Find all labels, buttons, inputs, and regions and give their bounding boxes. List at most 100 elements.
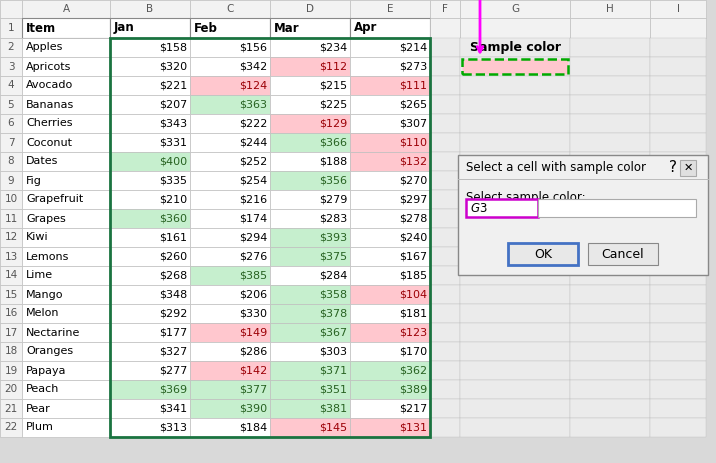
Bar bbox=[190, 76, 270, 95]
Bar bbox=[190, 0, 270, 18]
Text: Apricots: Apricots bbox=[26, 62, 72, 71]
Bar bbox=[22, 57, 110, 76]
Bar bbox=[350, 76, 430, 95]
Bar bbox=[0, 76, 22, 95]
Text: Select a cell with sample color: Select a cell with sample color bbox=[466, 161, 646, 174]
Text: $252: $252 bbox=[238, 156, 267, 167]
Text: $184: $184 bbox=[238, 423, 267, 432]
Text: $149: $149 bbox=[238, 327, 267, 338]
Text: $303: $303 bbox=[319, 346, 347, 357]
Bar bbox=[462, 59, 568, 74]
Text: OK: OK bbox=[534, 248, 552, 261]
Bar bbox=[430, 285, 460, 304]
Bar bbox=[22, 18, 110, 38]
Bar bbox=[350, 152, 430, 171]
Text: Pear: Pear bbox=[26, 403, 51, 413]
Bar bbox=[22, 190, 110, 209]
Text: Feb: Feb bbox=[194, 21, 218, 35]
Bar bbox=[650, 133, 706, 152]
Text: $393: $393 bbox=[319, 232, 347, 243]
Text: $381: $381 bbox=[319, 403, 347, 413]
Bar bbox=[110, 285, 190, 304]
Text: 18: 18 bbox=[4, 346, 18, 357]
Bar bbox=[270, 76, 350, 95]
Bar bbox=[430, 323, 460, 342]
Text: $360: $360 bbox=[159, 213, 187, 224]
Text: Oranges: Oranges bbox=[26, 346, 73, 357]
Text: E: E bbox=[387, 4, 393, 14]
Text: $389: $389 bbox=[399, 384, 427, 394]
Bar bbox=[650, 171, 706, 190]
Text: $342: $342 bbox=[238, 62, 267, 71]
Bar bbox=[350, 114, 430, 133]
Bar bbox=[460, 95, 570, 114]
Text: $362: $362 bbox=[399, 365, 427, 375]
Text: $214: $214 bbox=[399, 43, 427, 52]
Bar bbox=[190, 304, 270, 323]
Bar bbox=[570, 57, 650, 76]
Bar bbox=[110, 418, 190, 437]
Bar bbox=[350, 361, 430, 380]
Text: $276: $276 bbox=[238, 251, 267, 262]
Bar bbox=[570, 304, 650, 323]
Text: $244: $244 bbox=[238, 138, 267, 148]
Bar bbox=[460, 380, 570, 399]
Bar bbox=[270, 266, 350, 285]
Bar bbox=[650, 323, 706, 342]
Bar bbox=[350, 228, 430, 247]
Bar bbox=[190, 114, 270, 133]
Bar bbox=[460, 266, 570, 285]
Text: $294: $294 bbox=[238, 232, 267, 243]
Bar bbox=[570, 399, 650, 418]
Bar bbox=[430, 114, 460, 133]
Text: 10: 10 bbox=[4, 194, 18, 205]
Text: Avocado: Avocado bbox=[26, 81, 73, 90]
Text: Papaya: Papaya bbox=[26, 365, 67, 375]
Bar bbox=[110, 266, 190, 285]
Text: $129: $129 bbox=[319, 119, 347, 129]
Bar bbox=[570, 152, 650, 171]
Bar bbox=[460, 133, 570, 152]
Bar bbox=[190, 18, 270, 38]
Bar bbox=[430, 361, 460, 380]
Bar bbox=[22, 247, 110, 266]
Text: $207: $207 bbox=[159, 100, 187, 110]
Bar bbox=[0, 114, 22, 133]
Text: Dates: Dates bbox=[26, 156, 59, 167]
Bar bbox=[570, 38, 650, 57]
Bar bbox=[650, 190, 706, 209]
Text: $161: $161 bbox=[159, 232, 187, 243]
Text: $167: $167 bbox=[399, 251, 427, 262]
Text: $217: $217 bbox=[399, 403, 427, 413]
Text: Lime: Lime bbox=[26, 270, 53, 281]
Bar bbox=[270, 38, 350, 57]
Bar bbox=[350, 247, 430, 266]
Bar bbox=[570, 76, 650, 95]
Text: A: A bbox=[62, 4, 69, 14]
Bar bbox=[190, 57, 270, 76]
Bar bbox=[190, 380, 270, 399]
Text: $341: $341 bbox=[159, 403, 187, 413]
Bar bbox=[350, 304, 430, 323]
Bar bbox=[430, 0, 460, 18]
Bar bbox=[350, 209, 430, 228]
Bar bbox=[650, 342, 706, 361]
Bar bbox=[570, 285, 650, 304]
Text: $185: $185 bbox=[399, 270, 427, 281]
Text: $313: $313 bbox=[159, 423, 187, 432]
Bar bbox=[270, 18, 350, 38]
Bar bbox=[270, 418, 350, 437]
Text: $216: $216 bbox=[239, 194, 267, 205]
Bar bbox=[110, 57, 190, 76]
Text: $G$3: $G$3 bbox=[470, 201, 488, 214]
Bar bbox=[650, 38, 706, 57]
Text: $284: $284 bbox=[319, 270, 347, 281]
Bar bbox=[460, 228, 570, 247]
Bar bbox=[680, 160, 696, 176]
Bar bbox=[650, 285, 706, 304]
Text: Cancel: Cancel bbox=[601, 248, 644, 261]
Text: 5: 5 bbox=[8, 100, 14, 110]
Bar bbox=[650, 95, 706, 114]
Text: $378: $378 bbox=[319, 308, 347, 319]
Bar bbox=[350, 399, 430, 418]
